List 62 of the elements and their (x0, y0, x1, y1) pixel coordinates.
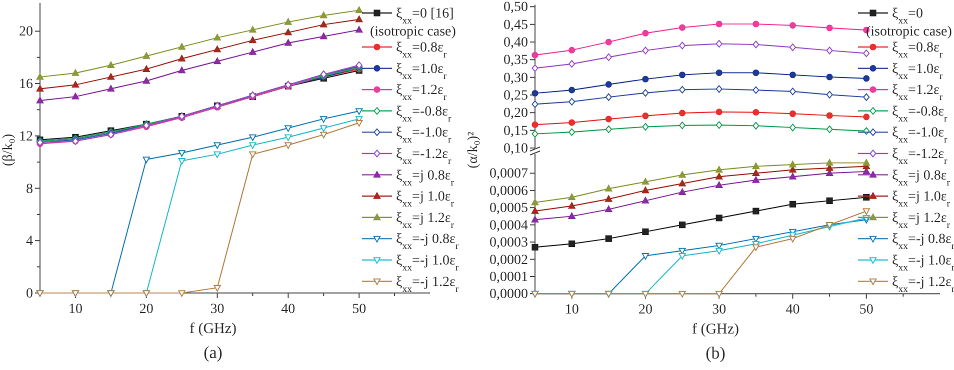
y-tick-label: 0,15 (504, 124, 528, 139)
legend-label: ξ$_{xx}$=j 0.8ε$_{r}$ (892, 168, 951, 188)
legend-label: ξ$_{xx}$=-j 1.2ε$_{r}$ (396, 274, 460, 294)
y-tick-label: 0,0007 (490, 166, 528, 182)
legend-label: ξ$_{xx}$=-1.0ε$_{r}$ (892, 126, 948, 146)
x-tick-label: 30 (210, 302, 224, 317)
y-tick-label: 0,25 (504, 88, 528, 104)
y-tick-label: 0,0001 (490, 270, 528, 285)
x-tick-label: 50 (352, 302, 366, 317)
x-tick-label: 40 (281, 302, 296, 317)
x-tick-label: 40 (786, 302, 800, 318)
legend-label: ξ$_{xx}$=-1.0ε$_{r}$ (396, 126, 452, 146)
y-tick-label: 0,45 (504, 18, 528, 33)
y-tick-label: 4 (26, 234, 33, 250)
legend-label: ξ$_{xx}$=1.0ε$_{r}$ (396, 62, 448, 82)
legend-label: ξ$_{xx}$=1.2ε$_{r}$ (892, 83, 944, 103)
y-tick-label: 0,0005 (490, 201, 528, 216)
legend-label: ξ$_{xx}$=j 1.0ε$_{r}$ (892, 190, 951, 210)
y-tick-label: 12 (19, 129, 33, 144)
legend-label: ξ$_{xx}$=0 (isotropic case) (866, 6, 952, 40)
legend-label: ξ$_{xx}$=-0.8ε$_{r}$ (892, 104, 948, 124)
y-tick-label: 0,0002 (490, 252, 528, 268)
x-tick-label: 10 (68, 302, 82, 317)
legend-label: ξ$_{xx}$=-0.8ε$_{r}$ (396, 104, 452, 124)
x-tick-label: 30 (712, 302, 726, 318)
text: (b) (706, 344, 726, 363)
legend-label: ξ$_{xx}$=j 1.2ε$_{r}$ (892, 210, 951, 230)
y-tick-label: 0,30 (504, 70, 528, 86)
y-tick-label: 0,35 (504, 53, 528, 68)
x-axis-title: f (GHz) (692, 322, 740, 338)
y-tick-label: 0,0006 (490, 184, 528, 199)
legend-label: ξ$_{xx}$=1.0ε$_{r}$ (892, 62, 944, 82)
legend-label: ξ$_{xx}$=-1.2ε$_{r}$ (396, 147, 452, 166)
y-tick-label: 16 (19, 77, 33, 92)
x-tick-label: 20 (638, 302, 652, 318)
x-tick-label: 50 (859, 302, 874, 318)
x-axis-title: f (GHz) (189, 321, 237, 337)
y-tick-label: 20 (19, 24, 33, 40)
y-axis-title: (β/k₀) (1, 134, 16, 166)
y-axis-title: (α/k₀)² (466, 132, 481, 168)
legend-label: ξ$_{xx}$=-1.2ε$_{r}$ (892, 147, 948, 166)
legend-label: ξ$_{xx}$=-j 1.0ε$_{r}$ (396, 254, 460, 273)
y-tick-label: 0 (26, 286, 33, 302)
y-tick-label: 0,40 (504, 36, 528, 51)
legend-label: ξ$_{xx}$=-j 0.8ε$_{r}$ (396, 232, 460, 252)
legend-label: ξ$_{xx}$=1.2ε$_{r}$ (396, 83, 448, 103)
y-tick-label: 0,0000 (490, 287, 528, 302)
legend-label: ξ$_{xx}$=0.8ε$_{r}$ (396, 40, 448, 60)
legend-label: ξ$_{xx}$=j 0.8ε$_{r}$ (396, 168, 455, 188)
legend-label: ξ$_{xx}$=0.8ε$_{r}$ (892, 40, 944, 60)
y-tick-label: 0,20 (504, 106, 528, 122)
text: (a) (204, 343, 222, 362)
y-tick-label: 0,10 (504, 142, 528, 156)
legend-label: ξ$_{xx}$=j 1.2ε$_{r}$ (396, 210, 455, 230)
legend-label: ξ$_{xx}$=j 1.0ε$_{r}$ (396, 190, 455, 210)
x-tick-label: 10 (564, 302, 579, 318)
y-tick-label: 0,0003 (490, 236, 528, 251)
legend-label: ξ$_{xx}$=0 [16] (isotropic case) (370, 6, 456, 40)
y-tick-label: 0,50 (504, 0, 528, 16)
y-tick-label: 0,0004 (490, 218, 528, 234)
x-tick-label: 20 (139, 302, 154, 317)
y-tick-label: 8 (26, 182, 33, 197)
